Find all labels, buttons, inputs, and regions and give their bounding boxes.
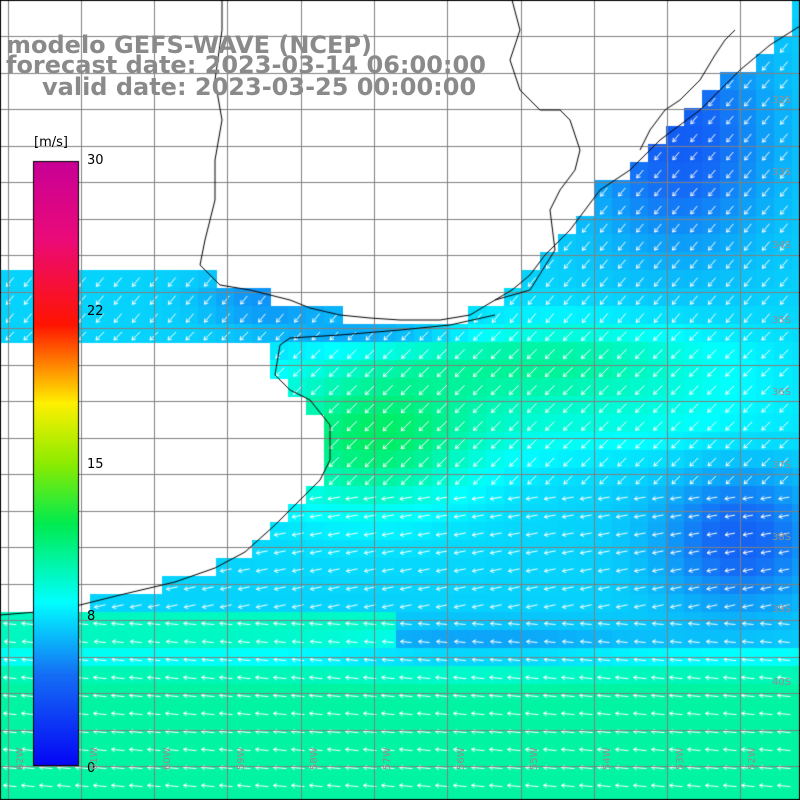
lat-label-34s: 34S — [772, 240, 792, 251]
lat-label-38s: 38S — [772, 532, 792, 543]
lat-label-36s: 36S — [772, 387, 792, 398]
model-title: modelo GEFS-WAVE (NCEP) — [6, 31, 372, 59]
forecast-date-title: forecast date: 2023-03-14 06:00:00 — [6, 51, 486, 79]
lon-label-58w: 58W — [309, 747, 320, 770]
lat-label-37s: 37S — [772, 460, 792, 471]
lon-label-62w: 62W — [15, 747, 26, 770]
colorbar-tick-8: 8 — [87, 609, 96, 624]
colorbar-tick-30: 30 — [87, 153, 104, 168]
lon-label-59w: 59W — [236, 747, 247, 770]
lon-label-52w: 52W — [747, 747, 758, 770]
lon-label-60w: 60W — [162, 747, 173, 770]
colorbar-unit: [m/s] — [34, 135, 68, 150]
colorbar-tick-15: 15 — [87, 457, 104, 472]
valid-date-title: valid date: 2023-03-25 00:00:00 — [42, 73, 477, 101]
lon-label-61w: 61W — [89, 747, 100, 770]
colorbar-tick-0: 0 — [87, 761, 96, 776]
lon-label-57w: 57W — [382, 747, 393, 770]
lon-label-55w: 55W — [529, 747, 540, 770]
lon-label-53w: 53W — [675, 747, 686, 770]
lon-label-54w: 54W — [602, 747, 613, 770]
lon-label-56w: 56W — [456, 747, 467, 770]
lat-label-39s: 39S — [772, 604, 792, 615]
lat-label-33s: 33S — [772, 167, 792, 178]
colorbar-tick-22: 22 — [87, 304, 104, 319]
lat-label-40s: 40S — [772, 677, 792, 688]
lat-label-32s: 32S — [772, 95, 792, 106]
lat-label-35s: 35S — [772, 315, 792, 326]
